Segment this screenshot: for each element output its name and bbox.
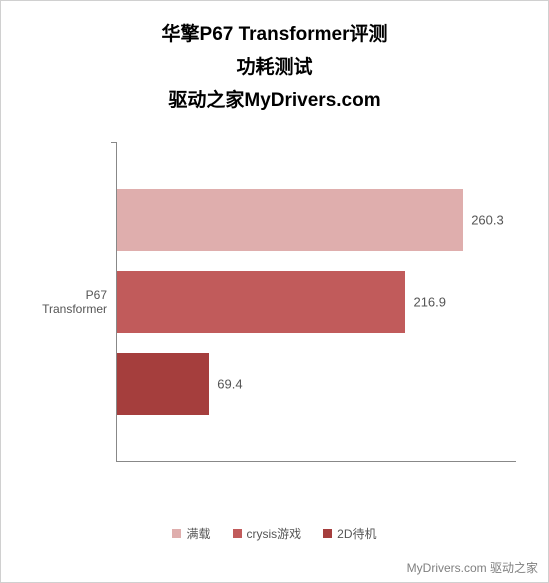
- bar-value-2: 69.4: [217, 376, 242, 391]
- bar-wrap-1: 216.9: [117, 271, 516, 333]
- bars-group: 260.3 216.9 69.4: [117, 142, 516, 461]
- y-axis-label: P67 Transformer: [22, 288, 107, 316]
- legend-swatch-0: [172, 529, 181, 538]
- bar-1: 216.9: [117, 271, 405, 333]
- chart-title-line3: 驱动之家MyDrivers.com: [11, 85, 538, 112]
- legend-label-0: 满载: [186, 525, 210, 542]
- bar-wrap-2: 69.4: [117, 353, 516, 415]
- plot-area: P67 Transformer 260.3 216.9 69.4: [116, 142, 516, 462]
- chart-title-line2: 功耗测试: [11, 52, 538, 79]
- legend-item-0: 满载: [172, 525, 210, 542]
- legend-item-2: 2D待机: [323, 525, 376, 542]
- chart-title-line1: 华擎P67 Transformer评测: [11, 19, 538, 46]
- legend: 满载 crysis游戏 2D待机: [1, 525, 548, 542]
- bar-value-1: 216.9: [413, 294, 446, 309]
- legend-swatch-1: [233, 529, 242, 538]
- watermark: MyDrivers.com 驱动之家: [407, 559, 538, 576]
- bar-0: 260.3: [117, 189, 463, 251]
- bar-wrap-0: 260.3: [117, 189, 516, 251]
- chart-container: 华擎P67 Transformer评测 功耗测试 驱动之家MyDrivers.c…: [0, 0, 549, 583]
- legend-item-1: crysis游戏: [233, 525, 302, 542]
- bar-2: 69.4: [117, 353, 209, 415]
- bar-value-0: 260.3: [471, 212, 504, 227]
- legend-swatch-2: [323, 529, 332, 538]
- legend-label-1: crysis游戏: [247, 525, 302, 542]
- legend-label-2: 2D待机: [337, 525, 376, 542]
